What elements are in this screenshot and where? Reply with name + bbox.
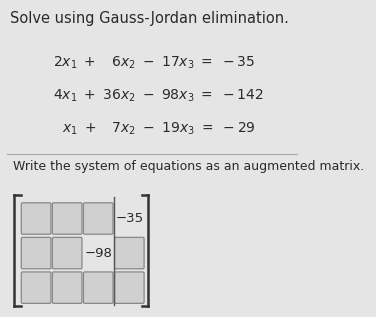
Text: $4x_1\ +\ 36x_2\ -\ 98x_3\ =\ -142$: $4x_1\ +\ 36x_2\ -\ 98x_3\ =\ -142$ (53, 88, 263, 104)
Text: $\ \ x_1\ +\ \ \ 7x_2\ -\ 19x_3\ =\ -29$: $\ \ x_1\ +\ \ \ 7x_2\ -\ 19x_3\ =\ -29$ (53, 121, 255, 137)
FancyBboxPatch shape (52, 203, 82, 234)
Text: $2x_1\ +\ \ \ 6x_2\ -\ 17x_3\ =\ -35$: $2x_1\ +\ \ \ 6x_2\ -\ 17x_3\ =\ -35$ (53, 55, 255, 71)
FancyBboxPatch shape (83, 203, 113, 234)
FancyBboxPatch shape (83, 272, 113, 303)
FancyBboxPatch shape (21, 237, 51, 269)
FancyBboxPatch shape (52, 272, 82, 303)
Text: Write the system of equations as an augmented matrix.: Write the system of equations as an augm… (14, 160, 365, 173)
Text: Solve using Gauss-Jordan elimination.: Solve using Gauss-Jordan elimination. (11, 11, 289, 26)
Text: −35: −35 (115, 212, 143, 225)
FancyBboxPatch shape (52, 237, 82, 269)
FancyBboxPatch shape (21, 272, 51, 303)
Text: −98: −98 (84, 247, 112, 260)
FancyBboxPatch shape (115, 272, 144, 303)
FancyBboxPatch shape (21, 203, 51, 234)
FancyBboxPatch shape (115, 237, 144, 269)
